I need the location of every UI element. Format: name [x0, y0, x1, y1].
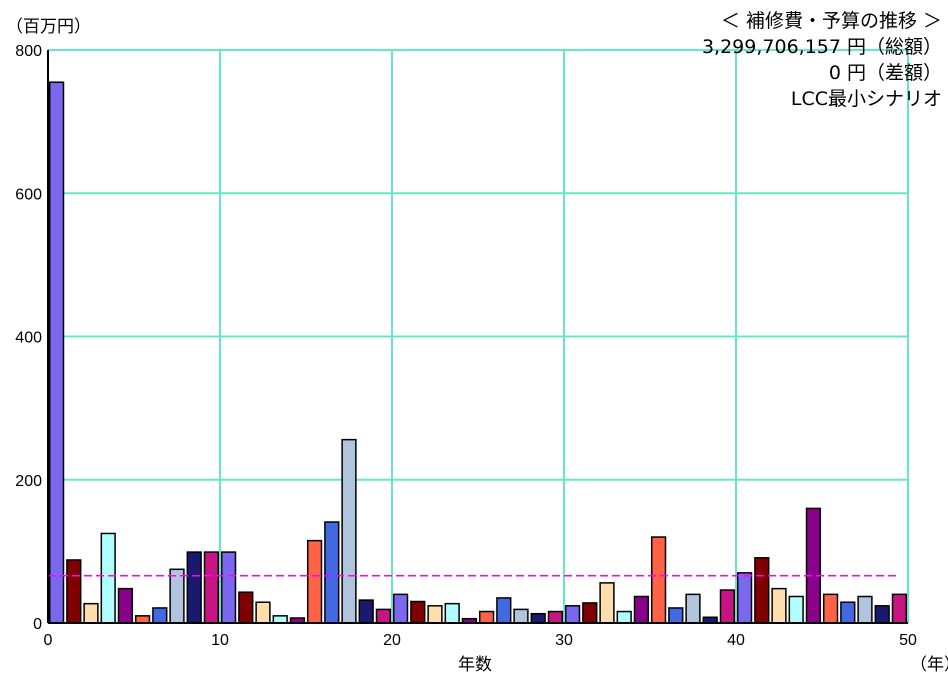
x-tick-label: 40 [727, 632, 745, 649]
bar [788, 595, 804, 624]
bar [255, 601, 271, 624]
bar [822, 593, 839, 624]
y-tick-label: 800 [15, 43, 42, 60]
bar [83, 602, 99, 624]
bar [478, 610, 495, 624]
bar [547, 610, 564, 624]
total-amount-label: 3,299,706,157 円（総額） [701, 36, 942, 58]
grid-lines [48, 49, 909, 623]
bar [203, 551, 220, 624]
y-tick-label: 600 [15, 186, 42, 203]
bar [324, 521, 340, 624]
bar [582, 602, 598, 624]
x-tick-label: 10 [211, 632, 229, 649]
x-axis-label: 年数 [458, 655, 492, 675]
bar [668, 607, 684, 624]
bar [444, 602, 460, 624]
bar [719, 589, 736, 624]
axes [47, 50, 908, 624]
bar [375, 608, 392, 624]
bar [392, 593, 409, 624]
bar [633, 595, 650, 624]
bar [857, 595, 873, 624]
tick-labels: 0 200 400 600 800 0 10 20 30 40 50 [15, 43, 917, 649]
y-tick-label: 400 [15, 330, 42, 347]
bar [736, 572, 753, 624]
chart-title: ＜ 補修費・予算の推移 ＞ [720, 10, 942, 32]
bar [306, 539, 323, 624]
bar [616, 610, 632, 624]
bar [134, 615, 151, 624]
x-axis-unit-label: （年） [910, 655, 948, 675]
difference-amount-label: 0 円（差額） [828, 62, 942, 84]
scenario-label: LCC最小シナリオ [790, 88, 942, 110]
bar [100, 532, 116, 624]
bar [564, 605, 581, 624]
bar [805, 507, 822, 624]
y-tick-label: 200 [15, 473, 42, 490]
bar [358, 599, 374, 624]
bar [272, 615, 288, 624]
chart-title-block: ＜ 補修費・予算の推移 ＞ 3,299,706,157 円（総額） 0 円（差額… [702, 8, 942, 112]
bar [530, 612, 546, 624]
bar [754, 557, 770, 624]
bar [169, 568, 185, 624]
x-tick-label: 20 [383, 632, 401, 649]
bar [496, 597, 512, 624]
bar [599, 582, 615, 624]
x-tick-label: 30 [555, 632, 573, 649]
bar [341, 438, 357, 624]
bar [891, 593, 908, 624]
bar [66, 559, 82, 624]
bar [186, 551, 202, 624]
bar [685, 593, 701, 624]
bars [48, 81, 908, 624]
bar [238, 591, 254, 624]
y-tick-label: 0 [33, 616, 42, 633]
x-tick-label: 0 [44, 632, 53, 649]
bar [220, 551, 237, 624]
y-axis-unit-label: （百万円） [6, 17, 91, 37]
bar [117, 587, 134, 624]
bar [410, 600, 426, 624]
bar [513, 608, 529, 624]
bar [427, 605, 443, 624]
bar [874, 605, 890, 624]
bar [152, 607, 168, 624]
x-tick-label: 50 [899, 632, 917, 649]
bar [840, 601, 856, 624]
bar [650, 536, 667, 624]
bar [48, 81, 65, 624]
bar [771, 587, 787, 624]
